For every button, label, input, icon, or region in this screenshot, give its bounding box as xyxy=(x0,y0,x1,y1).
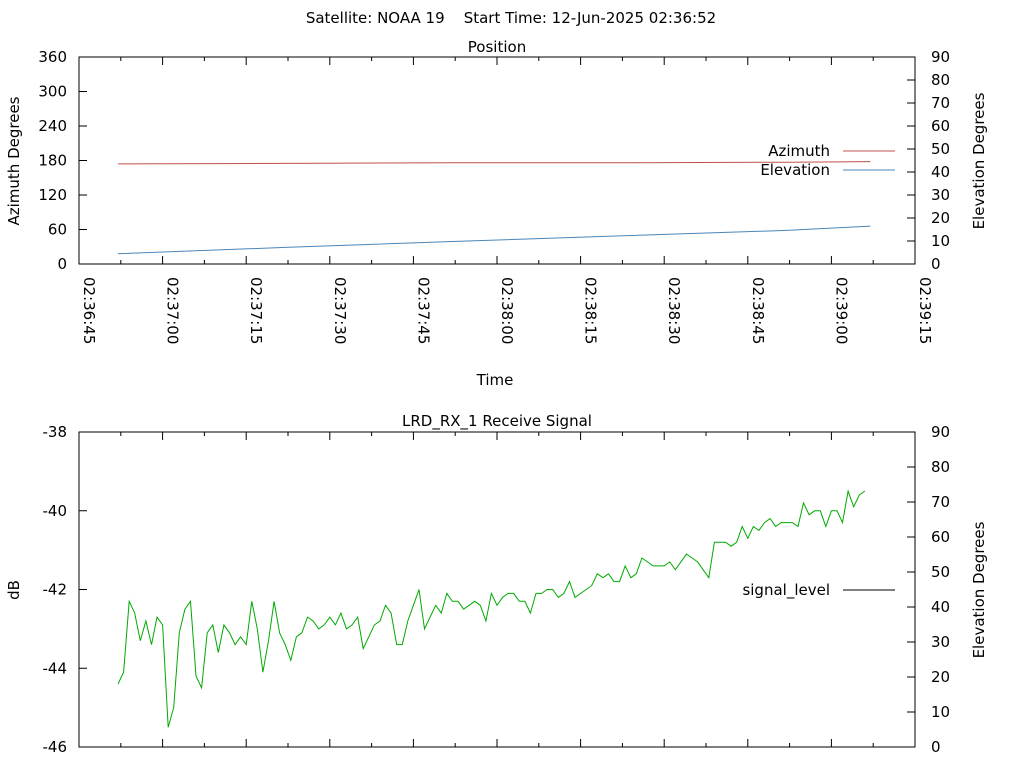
series-azimuth-line xyxy=(117,161,871,165)
y2-tick-label: 40 xyxy=(931,163,950,181)
x-tick-label: 02:38:15 xyxy=(582,277,600,344)
y2-tick-label: 70 xyxy=(931,493,950,511)
y2-tick-label: 60 xyxy=(931,528,950,546)
y-tick-label: 300 xyxy=(38,83,67,101)
y2-tick-label: 0 xyxy=(931,738,941,756)
y2-tick-label: 10 xyxy=(931,703,950,721)
position-y2-axis-label: Elevation Degrees xyxy=(970,92,988,229)
y-tick-label: -46 xyxy=(43,738,68,756)
y2-tick-label: 80 xyxy=(931,458,950,476)
signal-chart: LRD_RX_1 Receive Signal -46 -44 -42 -40 -38 0… xyxy=(5,412,988,756)
y2-tick-label: 30 xyxy=(931,633,950,651)
position-y-axis-label: Azimuth Degrees xyxy=(5,96,23,225)
y2-tick-label: 40 xyxy=(931,598,950,616)
x-tick-label: 02:39:15 xyxy=(916,277,934,344)
y-tick-label: -42 xyxy=(43,581,68,599)
signal-y-axis-label: dB xyxy=(5,580,23,600)
y2-tick-label: 70 xyxy=(931,94,950,112)
y2-tick-label: 20 xyxy=(931,668,950,686)
y-tick-label: 0 xyxy=(57,255,67,273)
legend-label: Azimuth xyxy=(768,142,830,160)
legend-label: Elevation xyxy=(760,161,830,179)
y2-tick-label: 80 xyxy=(931,71,950,89)
legend-label: signal_level xyxy=(742,581,830,600)
y-tick-label: 240 xyxy=(38,117,67,135)
y-tick-label: 120 xyxy=(38,186,67,204)
y-tick-label: 180 xyxy=(38,152,67,170)
x-tick-label: 02:37:00 xyxy=(164,277,182,344)
x-tick-label: 02:37:30 xyxy=(331,277,349,344)
position-chart: Position 0 60 120 180 240 300 360 0 10 20 30 40 50 60… xyxy=(5,38,988,389)
x-tick-label: 02:38:30 xyxy=(665,277,683,344)
y2-tick-label: 50 xyxy=(931,140,950,158)
signal-chart-title: LRD_RX_1 Receive Signal xyxy=(402,412,592,431)
signal-ticks: -46 -44 -42 -40 -38 0 10 20 30 40 50 60 70 80 90 xyxy=(43,423,951,756)
y2-tick-label: 60 xyxy=(931,117,950,135)
y-tick-label: -38 xyxy=(43,423,68,441)
x-tick-label: 02:37:15 xyxy=(247,277,265,344)
x-tick-label: 02:38:00 xyxy=(498,277,516,344)
x-tick-label: 02:38:45 xyxy=(749,277,767,344)
signal-legend: signal_level xyxy=(742,581,895,600)
y2-tick-label: 10 xyxy=(931,232,950,250)
position-x-axis-label: Time xyxy=(476,371,514,389)
y-tick-label: -44 xyxy=(43,659,68,677)
y-tick-label: 360 xyxy=(38,48,67,66)
figure-header: Satellite: NOAA 19 Start Time: 12-Jun-20… xyxy=(306,9,716,27)
series-signal-level-line xyxy=(117,489,866,728)
y2-tick-label: 0 xyxy=(931,255,941,273)
y-tick-label: -40 xyxy=(43,502,68,520)
position-series xyxy=(117,161,871,255)
x-tick-label: 02:39:00 xyxy=(832,277,850,344)
y-tick-label: 60 xyxy=(48,221,67,239)
x-tick-label: 02:37:45 xyxy=(414,277,432,344)
y2-tick-label: 30 xyxy=(931,186,950,204)
position-ticks: 0 60 120 180 240 300 360 0 10 20 30 40 50 60 70 80 90 02:… xyxy=(38,48,950,344)
y2-tick-label: 90 xyxy=(931,48,950,66)
signal-y2-axis-label: Elevation Degrees xyxy=(970,521,988,658)
y2-tick-label: 20 xyxy=(931,209,950,227)
y2-tick-label: 90 xyxy=(931,423,950,441)
signal-series xyxy=(117,489,866,728)
x-tick-label: 02:36:45 xyxy=(80,277,98,344)
y2-tick-label: 50 xyxy=(931,563,950,581)
series-elevation-line xyxy=(117,225,871,255)
position-chart-title: Position xyxy=(468,38,526,56)
